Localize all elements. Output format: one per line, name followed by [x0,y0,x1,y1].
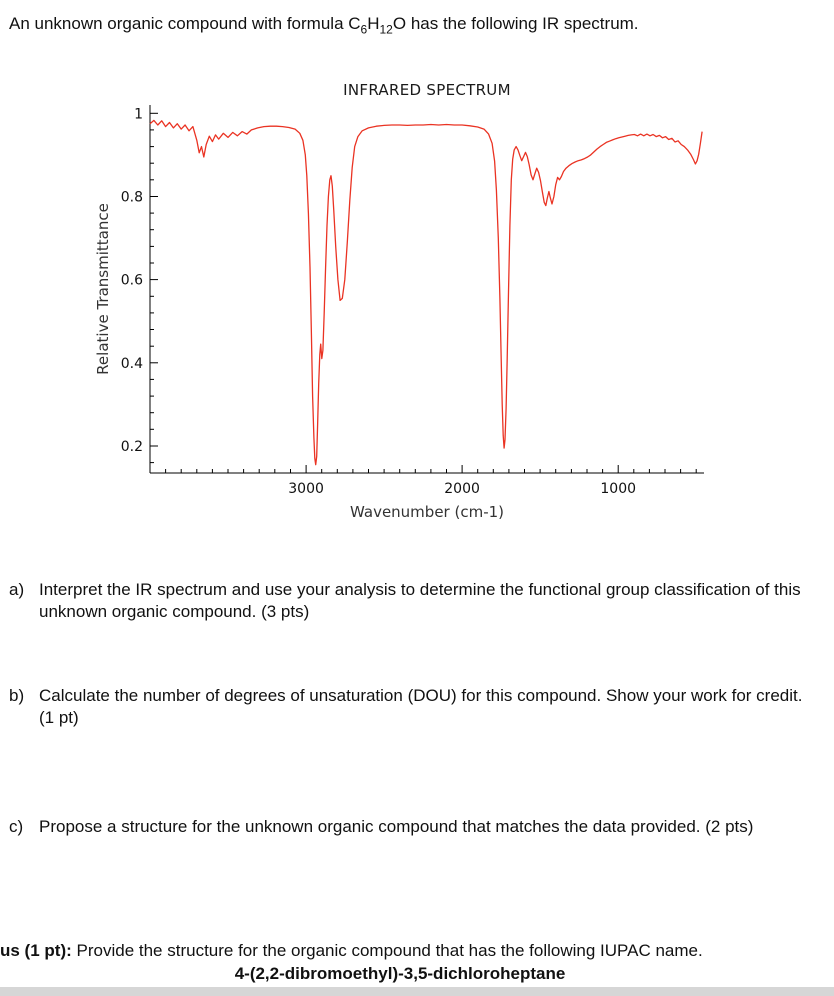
chart-title: INFRARED SPECTRUM [343,81,511,99]
question-a: a) Interpret the IR spectrum and use you… [0,579,834,623]
question-c-text: Propose a structure for the unknown orga… [39,817,754,837]
chart-container: INFRARED SPECTRUM Relative Transmittance… [92,79,722,529]
bonus-text: Provide the structure for the organic co… [71,941,703,961]
chart-ticks [150,113,697,474]
bonus-line: us (1 pt): Provide the structure for the… [0,940,834,961]
bonus-section: us (1 pt): Provide the structure for the… [0,940,834,985]
question-a-text: Interpret the IR spectrum and use your a… [39,580,801,622]
formula-h: H [367,14,380,33]
x-axis-label: Wavenumber (cm-1) [350,503,504,521]
chart-tick-labels: 0.2 0.4 0.6 0.8 1 3000 2000 1000 [121,107,636,498]
svg-text:3000: 3000 [288,481,324,497]
question-b: b) Calculate the number of degrees of un… [0,685,834,729]
question-c-label: c) [9,817,24,837]
question-b-label: b) [9,685,25,705]
question-a-label: a) [9,580,25,600]
formula-o: O [392,14,407,33]
intro-suffix: has the following IR spectrum. [406,14,639,33]
svg-text:0.4: 0.4 [121,356,143,372]
svg-text:0.2: 0.2 [121,439,143,455]
svg-text:0.6: 0.6 [121,273,143,289]
question-b-text: Calculate the number of degrees of unsat… [39,685,803,727]
bottom-strip [0,987,834,996]
formula-c-subscript: 6 [360,22,368,37]
bonus-compound-name: 4-(2,2-dibromoethyl)-3,5-dichloroheptane [234,964,566,984]
question-c: c) Propose a structure for the unknown o… [0,816,834,838]
intro-prefix: An unknown organic compound with formula [9,14,349,33]
ir-spectrum-chart: INFRARED SPECTRUM Relative Transmittance… [94,81,704,521]
svg-text:2000: 2000 [444,481,480,497]
intro-text: An unknown organic compound with formula… [0,0,834,37]
formula-c: C [348,14,361,33]
svg-text:1: 1 [134,107,143,123]
spectrum-curve [149,120,703,466]
svg-text:0.8: 0.8 [121,190,143,206]
chart-axes [149,105,704,474]
svg-text:1000: 1000 [600,481,636,497]
y-axis-label: Relative Transmittance [94,204,112,376]
bonus-label: us (1 pt): [0,941,72,961]
formula-h-subscript: 12 [379,22,393,37]
